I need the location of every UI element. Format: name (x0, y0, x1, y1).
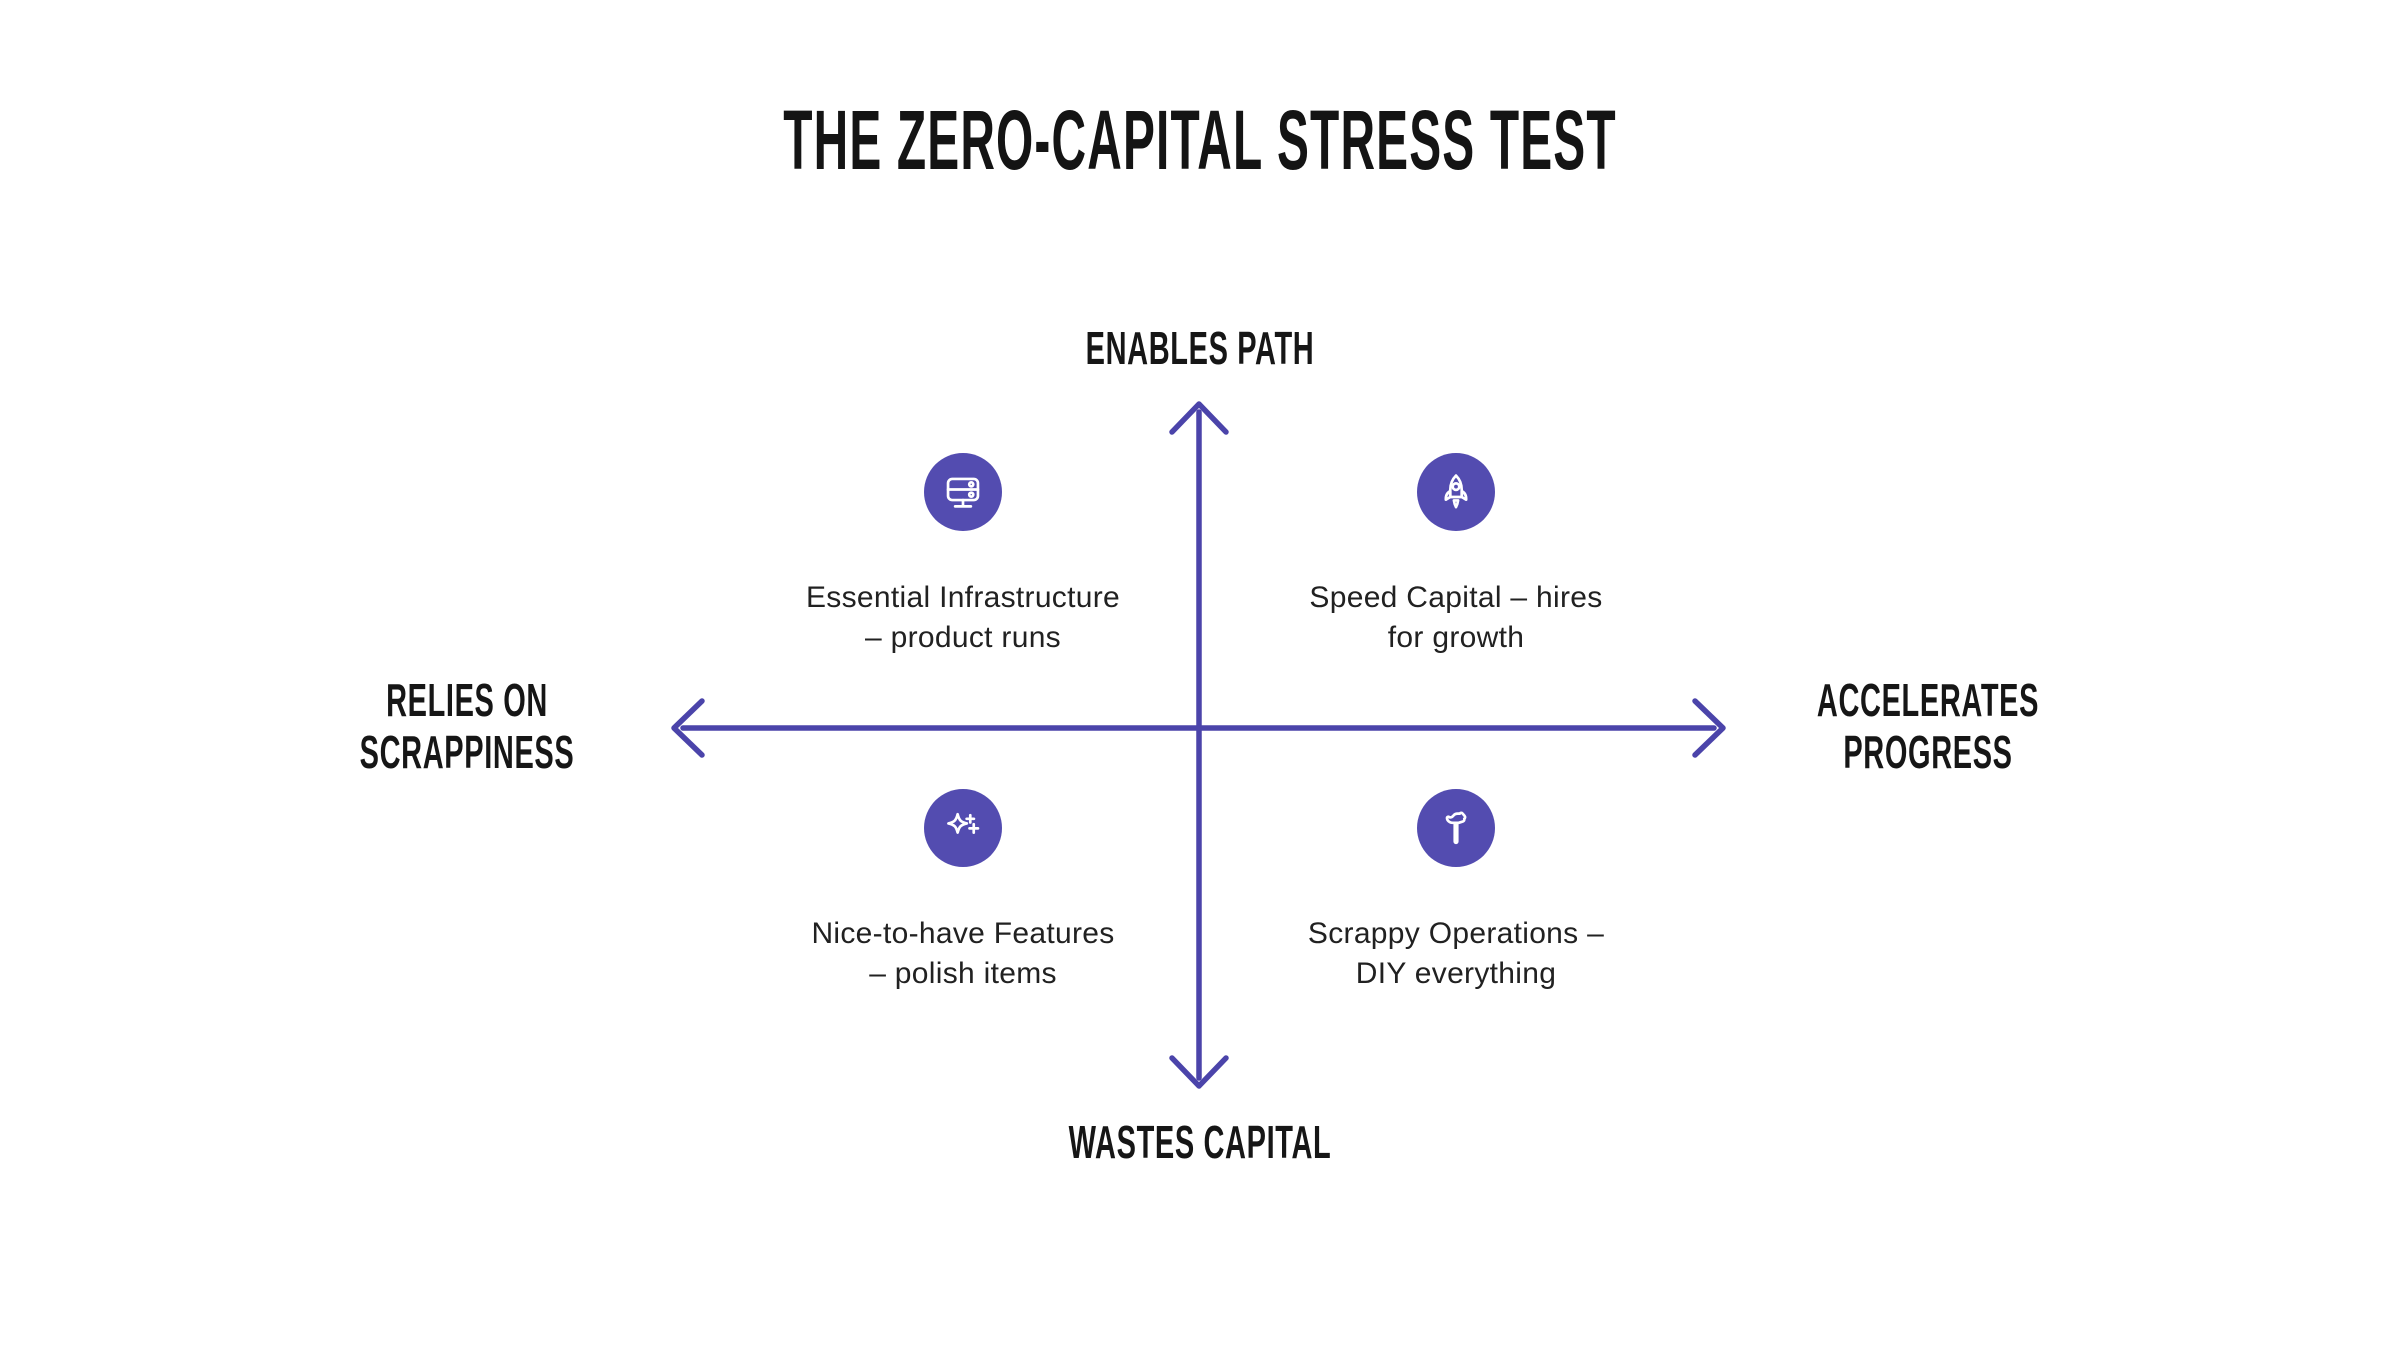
down-arrowhead-icon (1169, 1055, 1229, 1089)
quadrant-label-line2: DIY everything (1355, 957, 1557, 990)
up-arrowhead-icon (1169, 401, 1229, 435)
axis-label-bottom: WASTES CAPITAL (1068, 1116, 1332, 1168)
quadrant-label-line2: – polish items (869, 957, 1057, 990)
axis-label-top: ENABLES PATH (1085, 322, 1315, 374)
left-arrowhead-icon (671, 698, 705, 758)
axis-label-left-line2: SCRAPPINESS (359, 726, 575, 778)
quadrant-top-right: Speed Capital – hires for growth (1176, 453, 1736, 658)
page-title: THE ZERO-CAPITAL STRESS TEST (783, 93, 1617, 187)
quadrant-label-line1: Speed Capital – hires (1309, 581, 1603, 614)
server-icon (924, 453, 1002, 531)
axis-label-left-line1: RELIES ON (386, 674, 548, 726)
hammer-icon (1417, 789, 1495, 867)
quadrant-top-left: Essential Infrastructure – product runs (683, 453, 1243, 658)
quadrant-label: Scrappy Operations – DIY everything (1308, 914, 1604, 994)
axis-label-right-line1: ACCELERATES (1816, 674, 2040, 726)
quadrant-label-line1: Scrappy Operations – (1307, 917, 1605, 950)
axis-label-left: RELIES ON SCRAPPINESS (291, 674, 644, 778)
quadrant-label-line1: Nice-to-have Features (811, 917, 1115, 950)
right-arrowhead-icon (1692, 698, 1726, 758)
quadrant-bottom-right: Scrappy Operations – DIY everything (1176, 789, 1736, 994)
quadrant-label-line1: Essential Infrastructure (806, 581, 1120, 614)
axis-label-right-line2: PROGRESS (1843, 726, 2013, 778)
sparkles-icon (924, 789, 1002, 867)
quadrant-label: Speed Capital – hires for growth (1309, 578, 1602, 658)
quadrant-label-line2: – product runs (865, 621, 1061, 654)
quadrant-label-line2: for growth (1387, 621, 1525, 654)
quadrant-bottom-left: Nice-to-have Features – polish items (683, 789, 1243, 994)
rocket-icon (1417, 453, 1495, 531)
axis-label-right: ACCELERATES PROGRESS (1752, 674, 2105, 778)
quadrant-label: Essential Infrastructure – product runs (806, 578, 1120, 658)
quadrant-label: Nice-to-have Features – polish items (811, 914, 1114, 994)
